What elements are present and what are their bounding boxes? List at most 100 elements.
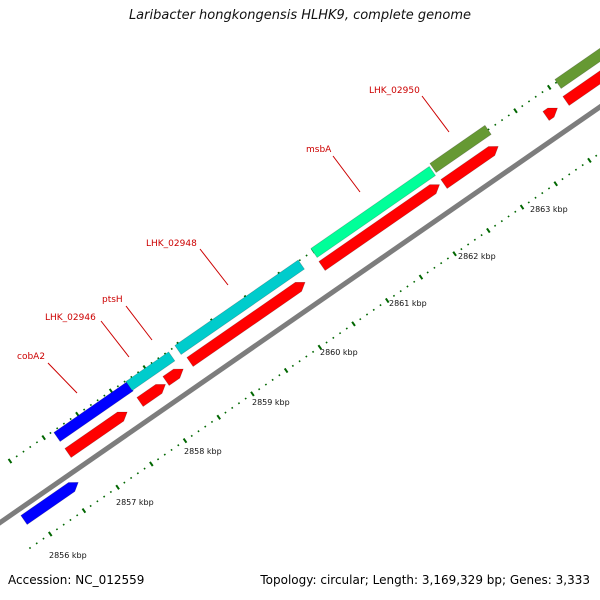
minor-tick xyxy=(156,458,160,461)
minor-tick xyxy=(62,422,66,425)
major-tick xyxy=(513,108,518,114)
cds-arrow[interactable] xyxy=(562,67,600,106)
minor-tick xyxy=(500,118,504,122)
minor-tick xyxy=(197,430,200,433)
kbp-scale: 2856 kbp 2857 kbp 2858 kbp 2859 kbp 2860… xyxy=(49,205,568,560)
minor-tick xyxy=(89,504,92,508)
minor-tick xyxy=(541,191,544,195)
kbp-label: 2862 kbp xyxy=(458,252,496,261)
gene-label-LHK_02946: LHK_02946 xyxy=(45,313,96,323)
minor-tick xyxy=(237,402,241,405)
minor-tick xyxy=(332,336,335,339)
minor-tick xyxy=(271,378,274,381)
minor-tick xyxy=(264,383,268,386)
minor-tick xyxy=(406,285,409,288)
minor-tick xyxy=(83,408,86,411)
minor-tick xyxy=(298,259,301,262)
cds-arrow[interactable] xyxy=(136,384,166,407)
minor-tick xyxy=(527,201,530,204)
major-tick xyxy=(47,531,53,537)
minor-tick xyxy=(426,271,429,274)
gene-label-cobA2: cobA2 xyxy=(17,352,45,362)
minor-tick xyxy=(89,403,92,407)
kbp-label: 2863 kbp xyxy=(530,205,568,214)
leader-line xyxy=(47,362,78,394)
major-tick xyxy=(182,437,188,444)
major-tick xyxy=(41,435,46,441)
cds-arrow[interactable] xyxy=(64,411,128,458)
gene-bar-msbA[interactable] xyxy=(310,166,436,258)
minor-tick xyxy=(96,399,99,402)
minor-tick xyxy=(76,514,79,517)
gene-bar-LHK_02950[interactable] xyxy=(429,124,492,173)
accession-text: Accession: NC_012559 xyxy=(8,573,145,587)
kbp-label: 2859 kbp xyxy=(252,398,290,407)
minor-tick xyxy=(177,444,180,447)
minor-tick xyxy=(359,318,362,321)
cds-arrow[interactable] xyxy=(440,146,499,189)
map-title: Laribacter hongkongensis HLHK9, complete… xyxy=(128,8,472,23)
major-tick xyxy=(115,484,120,490)
gene-label-LHK_02950: LHK_02950 xyxy=(369,86,420,96)
minor-tick xyxy=(150,361,153,365)
kbp-label: 2857 kbp xyxy=(116,498,154,507)
minor-tick xyxy=(204,425,207,428)
minor-tick xyxy=(96,500,99,503)
minor-tick xyxy=(305,355,308,358)
minor-tick xyxy=(244,397,247,400)
cds-track xyxy=(64,67,600,458)
major-tick xyxy=(452,251,457,257)
gene-bar-green-right[interactable] xyxy=(554,45,600,89)
minor-tick xyxy=(103,495,106,498)
gene-bar-LHK_02946[interactable] xyxy=(125,351,176,391)
minor-tick xyxy=(379,304,382,307)
minor-tick xyxy=(109,490,112,494)
minor-tick xyxy=(49,431,52,435)
cds-arrow[interactable] xyxy=(186,281,306,367)
kbp-label: 2861 kbp xyxy=(389,299,427,308)
cds-arrow[interactable] xyxy=(318,184,440,271)
minor-tick xyxy=(338,332,342,335)
minor-tick xyxy=(298,360,301,363)
major-tick xyxy=(546,84,552,91)
minor-tick xyxy=(62,523,65,526)
gene-bar-blue-lower[interactable] xyxy=(20,482,79,525)
major-tick xyxy=(283,367,289,374)
minor-tick xyxy=(514,210,517,213)
minor-tick xyxy=(494,123,497,126)
minor-tick xyxy=(372,308,375,311)
minor-tick xyxy=(143,467,146,470)
cds-arrow[interactable] xyxy=(162,368,184,386)
leader-line xyxy=(332,155,361,193)
minor-tick xyxy=(35,542,38,545)
minor-tick xyxy=(440,262,443,265)
minor-tick xyxy=(547,187,551,190)
minor-tick xyxy=(574,168,578,171)
minor-tick xyxy=(581,163,584,167)
leader-line xyxy=(125,305,153,341)
major-tick xyxy=(216,414,221,420)
minor-tick xyxy=(521,104,524,108)
minor-tick xyxy=(568,173,571,176)
minor-tick xyxy=(534,95,537,98)
minor-tick xyxy=(123,380,126,383)
minor-tick xyxy=(258,388,261,391)
major-tick xyxy=(351,321,356,327)
leader-line xyxy=(421,95,450,133)
minor-tick xyxy=(325,341,328,344)
minor-tick xyxy=(55,528,59,531)
minor-tick xyxy=(163,352,167,355)
minor-tick xyxy=(116,385,119,388)
minor-tick xyxy=(35,441,39,444)
minor-tick xyxy=(305,254,308,257)
cds-arrow[interactable] xyxy=(542,107,558,121)
minor-tick xyxy=(480,234,483,237)
gene-label-ptsH: ptsH xyxy=(102,295,123,305)
genome-summary-text: Topology: circular; Length: 3,169,329 bp… xyxy=(260,573,590,587)
major-tick xyxy=(7,458,13,464)
minor-tick xyxy=(129,476,133,480)
minor-tick xyxy=(29,445,32,449)
gene-bar-LHK_02948[interactable] xyxy=(174,259,305,355)
